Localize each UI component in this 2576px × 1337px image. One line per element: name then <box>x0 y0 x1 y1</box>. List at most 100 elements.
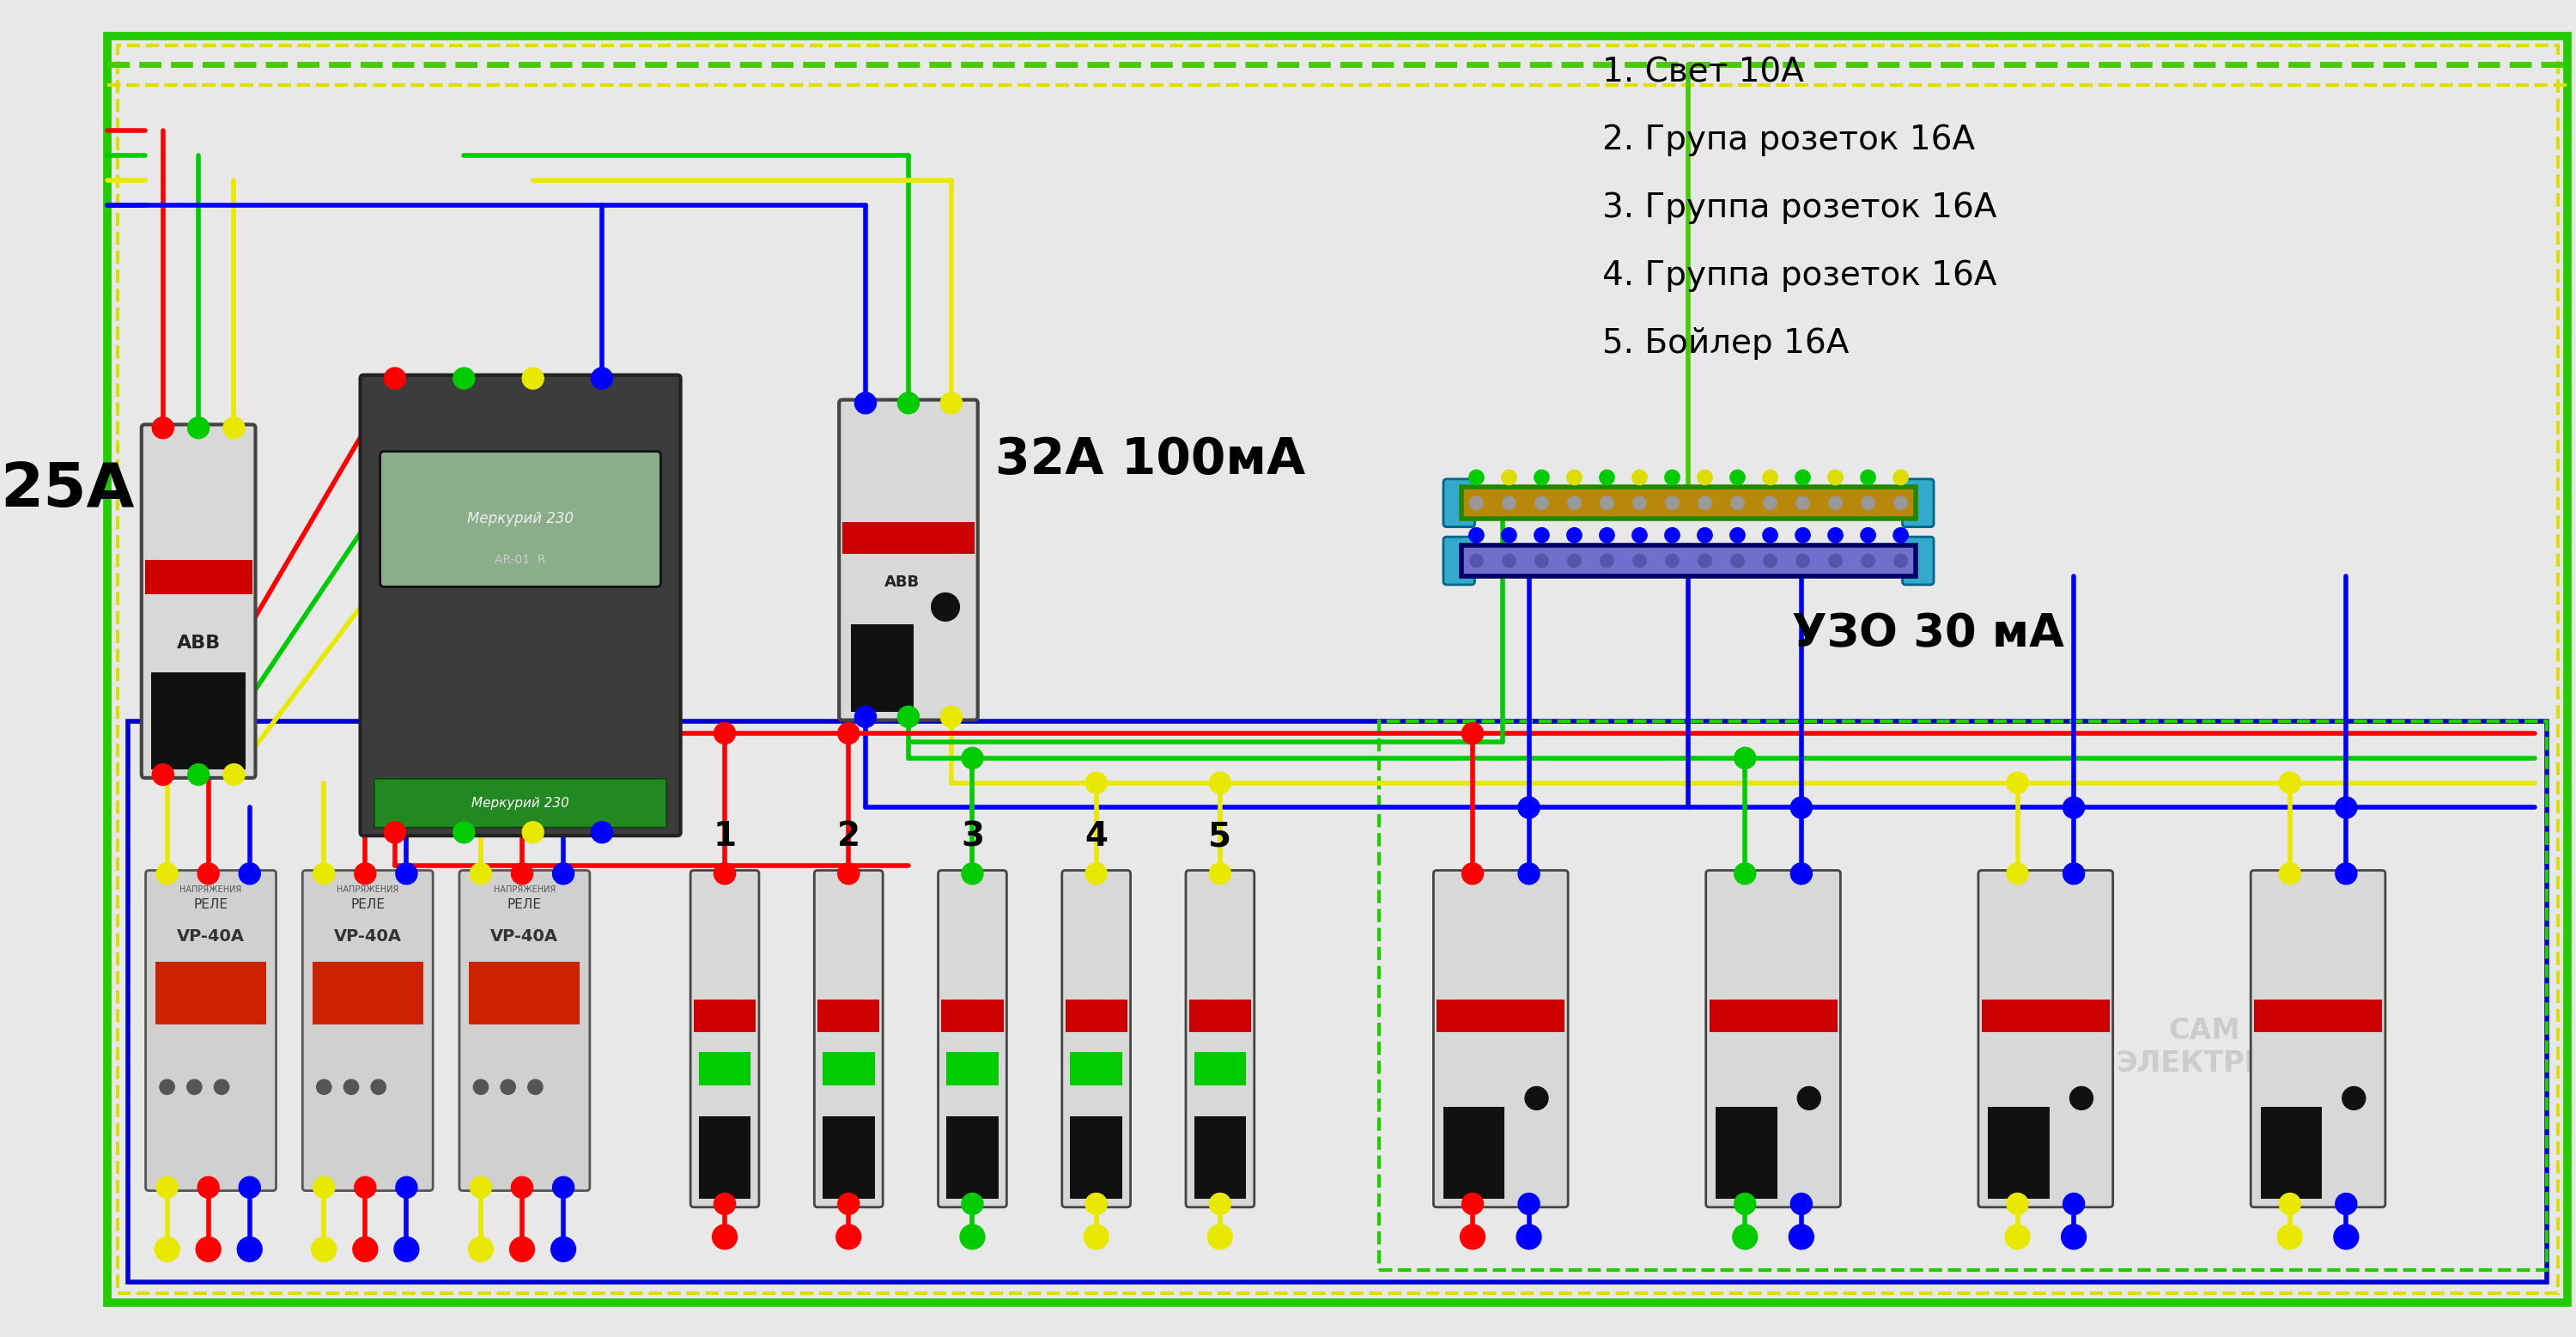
Circle shape <box>1829 496 1842 509</box>
Circle shape <box>355 862 376 884</box>
Circle shape <box>1208 1193 1231 1214</box>
Circle shape <box>1698 469 1713 485</box>
Text: 1. Свет 10А: 1. Свет 10А <box>1602 56 1803 90</box>
Bar <box>945 1116 999 1199</box>
Circle shape <box>397 1177 417 1198</box>
Circle shape <box>1664 469 1680 485</box>
Circle shape <box>1535 496 1548 509</box>
Circle shape <box>714 1225 737 1249</box>
Circle shape <box>1600 528 1615 543</box>
Circle shape <box>1566 469 1582 485</box>
Circle shape <box>214 1079 229 1095</box>
Circle shape <box>1734 1193 1757 1214</box>
Circle shape <box>1517 797 1540 818</box>
Bar <box>144 560 252 594</box>
Text: 4: 4 <box>1084 821 1108 853</box>
Circle shape <box>2063 797 2084 818</box>
Bar <box>1378 721 2548 1270</box>
Circle shape <box>198 862 219 884</box>
Text: 3. Группа розеток 16А: 3. Группа розеток 16А <box>1602 191 1996 225</box>
Circle shape <box>394 1237 420 1262</box>
Circle shape <box>1535 528 1548 543</box>
Circle shape <box>1517 1225 1540 1249</box>
Circle shape <box>554 862 574 884</box>
Circle shape <box>196 1237 222 1262</box>
Bar <box>1190 999 1252 1032</box>
Text: ABB: ABB <box>884 574 920 590</box>
Circle shape <box>453 368 474 389</box>
Text: УЗО 30 мА: УЗО 30 мА <box>1793 612 2063 656</box>
Circle shape <box>2280 1193 2300 1214</box>
Circle shape <box>714 722 737 743</box>
Circle shape <box>1461 1193 1484 1214</box>
Circle shape <box>237 1237 263 1262</box>
Circle shape <box>1667 496 1680 509</box>
Text: САМ
ЭЛЕКТРИК: САМ ЭЛЕКТРИК <box>2117 1016 2293 1078</box>
Circle shape <box>240 1177 260 1198</box>
Circle shape <box>1893 469 1909 485</box>
Bar <box>1981 999 2110 1032</box>
Circle shape <box>896 392 920 414</box>
Circle shape <box>1468 528 1484 543</box>
Circle shape <box>2007 1193 2027 1214</box>
FancyBboxPatch shape <box>142 425 255 778</box>
Circle shape <box>1084 771 1108 794</box>
FancyBboxPatch shape <box>690 870 760 1207</box>
Circle shape <box>2061 1225 2087 1249</box>
Circle shape <box>1788 1225 1814 1249</box>
Text: 32A 100мА: 32A 100мА <box>994 435 1306 484</box>
Bar <box>822 1052 876 1086</box>
Circle shape <box>1829 469 1842 485</box>
Bar <box>312 961 422 1024</box>
Circle shape <box>592 822 613 844</box>
Text: НАПРЯЖЕНИЯ: НАПРЯЖЕНИЯ <box>337 885 399 893</box>
Circle shape <box>961 1193 984 1214</box>
Circle shape <box>1667 554 1680 567</box>
FancyBboxPatch shape <box>1185 870 1255 1207</box>
FancyBboxPatch shape <box>840 400 979 721</box>
Circle shape <box>1569 496 1582 509</box>
Circle shape <box>1600 554 1613 567</box>
Circle shape <box>152 763 173 785</box>
Circle shape <box>528 1079 544 1095</box>
Circle shape <box>2336 862 2357 884</box>
Circle shape <box>1600 469 1615 485</box>
Circle shape <box>353 1237 379 1262</box>
Bar <box>817 999 878 1032</box>
Text: 4. Группа розеток 16А: 4. Группа розеток 16А <box>1602 259 1996 291</box>
Circle shape <box>1734 1225 1757 1249</box>
Circle shape <box>837 862 860 884</box>
Circle shape <box>1084 1225 1108 1249</box>
Bar <box>1461 545 1917 576</box>
Circle shape <box>469 1237 492 1262</box>
Circle shape <box>188 763 209 785</box>
Circle shape <box>1860 469 1875 485</box>
Circle shape <box>1517 862 1540 884</box>
Text: 5. Бойлер 16А: 5. Бойлер 16А <box>1602 328 1850 360</box>
FancyBboxPatch shape <box>381 452 662 587</box>
Circle shape <box>1734 862 1757 884</box>
Circle shape <box>1502 469 1517 485</box>
Circle shape <box>2071 1087 2092 1110</box>
Circle shape <box>469 862 492 884</box>
Bar <box>940 999 1005 1032</box>
Circle shape <box>1633 469 1646 485</box>
Circle shape <box>1569 554 1582 567</box>
Circle shape <box>314 1177 335 1198</box>
Circle shape <box>1084 1193 1108 1214</box>
Circle shape <box>1461 862 1484 884</box>
Circle shape <box>155 1237 180 1262</box>
Circle shape <box>2063 1193 2084 1214</box>
Bar <box>1195 1116 1247 1199</box>
FancyBboxPatch shape <box>301 870 433 1191</box>
Circle shape <box>1461 722 1484 743</box>
Text: Меркурий 230: Меркурий 230 <box>471 797 569 810</box>
Circle shape <box>160 1079 175 1095</box>
Text: VP-40A: VP-40A <box>489 928 559 944</box>
Circle shape <box>896 706 920 727</box>
Text: АR-01  R: АR-01 R <box>495 554 546 566</box>
Circle shape <box>837 1225 860 1249</box>
Bar <box>1710 999 1837 1032</box>
Circle shape <box>198 1177 219 1198</box>
Circle shape <box>2336 797 2357 818</box>
